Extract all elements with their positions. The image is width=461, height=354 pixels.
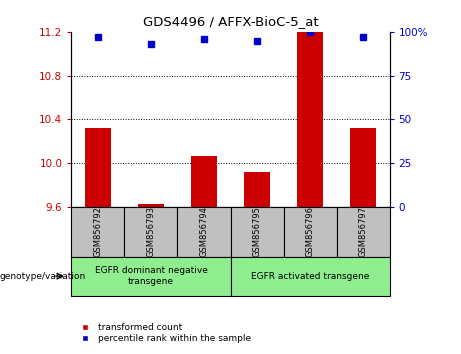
Text: EGFR dominant negative
transgene: EGFR dominant negative transgene <box>95 267 207 286</box>
Bar <box>138 204 164 207</box>
Text: GSM856792: GSM856792 <box>94 206 102 257</box>
Bar <box>297 32 323 207</box>
Text: GSM856794: GSM856794 <box>200 206 208 257</box>
Text: GSM856796: GSM856796 <box>306 206 314 257</box>
Bar <box>284 207 337 257</box>
Text: GSM856793: GSM856793 <box>147 206 155 257</box>
Legend: transformed count, percentile rank within the sample: transformed count, percentile rank withi… <box>76 323 251 343</box>
Text: GSM856797: GSM856797 <box>359 206 367 257</box>
Bar <box>350 128 376 207</box>
Bar <box>191 156 217 207</box>
Bar <box>177 207 230 257</box>
Bar <box>244 172 270 207</box>
Title: GDS4496 / AFFX-BioC-5_at: GDS4496 / AFFX-BioC-5_at <box>143 15 318 28</box>
Bar <box>85 128 111 207</box>
Bar <box>230 257 390 296</box>
Bar <box>337 207 390 257</box>
Text: GSM856795: GSM856795 <box>253 206 261 257</box>
Bar <box>230 207 284 257</box>
Text: EGFR activated transgene: EGFR activated transgene <box>251 272 369 281</box>
Bar <box>124 207 177 257</box>
Bar <box>71 207 124 257</box>
Text: genotype/variation: genotype/variation <box>0 272 86 281</box>
Bar <box>71 257 230 296</box>
